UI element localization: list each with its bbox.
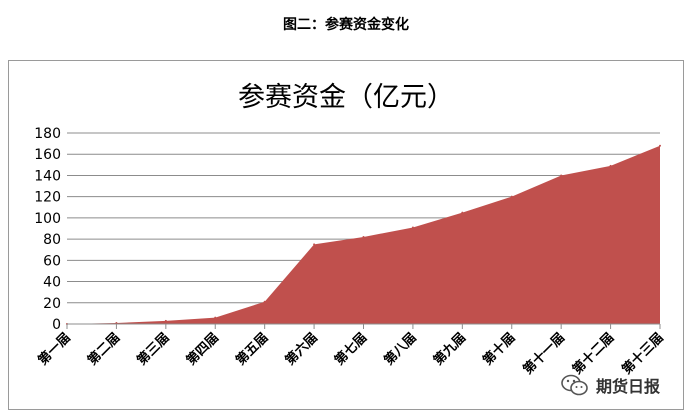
- x-tick-label: 第六届: [282, 330, 321, 369]
- x-tick-label: 第十届: [480, 330, 519, 369]
- data-point: [263, 300, 266, 303]
- y-tick-label: 80: [43, 232, 61, 248]
- x-tick-label: 第二届: [84, 330, 123, 369]
- y-tick-label: 160: [34, 147, 61, 163]
- data-point: [164, 319, 167, 322]
- y-tick-label: 20: [43, 296, 61, 312]
- figure-caption: 图二：参赛资金变化: [283, 17, 409, 33]
- x-tick-label: 第八届: [381, 330, 420, 369]
- y-tick-label: 100: [34, 211, 61, 227]
- area-series: [67, 145, 660, 324]
- x-tick-label: 第七届: [331, 330, 370, 369]
- data-point: [510, 195, 513, 198]
- chart-frame: 参赛资金（亿元） 0 20 40 60 80 100 120 140 160 180 第一届 第二届第…: [8, 60, 684, 410]
- y-tick-label: 120: [34, 190, 61, 206]
- data-point: [115, 321, 118, 324]
- watermark: 期货日报: [560, 368, 660, 402]
- data-point: [411, 226, 414, 229]
- y-tick-label: 0: [52, 317, 61, 333]
- x-tick-label: 第一届: [35, 330, 74, 369]
- data-point: [609, 164, 612, 167]
- x-tick-label: 第九届: [430, 330, 469, 369]
- y-tick-label: 40: [43, 275, 61, 291]
- chart-title: 参赛资金（亿元）: [238, 82, 454, 113]
- data-point: [313, 243, 316, 246]
- data-point: [362, 235, 365, 238]
- y-tick-label: 180: [34, 126, 61, 142]
- x-tick-label: 第五届: [233, 330, 272, 369]
- data-point: [560, 174, 563, 177]
- x-tick-label: 第三届: [134, 330, 173, 369]
- data-point: [461, 211, 464, 214]
- data-point: [659, 144, 661, 147]
- y-tick-label: 60: [43, 253, 61, 269]
- data-point: [214, 316, 217, 319]
- y-tick-label: 140: [34, 168, 61, 184]
- wechat-icon: [561, 374, 588, 396]
- watermark-text: 期货日报: [596, 377, 661, 396]
- x-tick-label: 第四届: [183, 330, 222, 369]
- area-chart: 020406080100120140160180第一届 第二届 第三届 第四届 第五届第…: [34, 126, 667, 378]
